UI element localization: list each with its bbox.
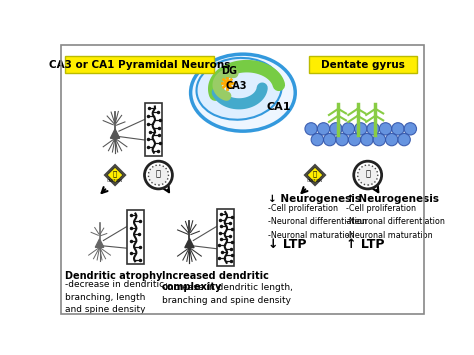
Bar	[218, 209, 235, 266]
Text: Dentate gyrus: Dentate gyrus	[321, 60, 405, 70]
Circle shape	[358, 165, 378, 185]
Text: 🐀: 🐀	[313, 170, 317, 177]
Circle shape	[342, 123, 355, 135]
Circle shape	[348, 133, 361, 146]
Bar	[145, 103, 162, 156]
Circle shape	[367, 123, 379, 135]
Polygon shape	[95, 239, 104, 247]
Circle shape	[145, 161, 173, 189]
Text: ↑ Neurogenesis: ↑ Neurogenesis	[346, 193, 439, 203]
Text: 🐀: 🐀	[113, 170, 117, 177]
Bar	[65, 56, 214, 73]
Circle shape	[354, 161, 382, 189]
Circle shape	[148, 165, 168, 185]
Text: Dendritic atrophy: Dendritic atrophy	[65, 271, 163, 280]
Text: 🏃: 🏃	[156, 169, 161, 178]
Circle shape	[311, 133, 324, 146]
Circle shape	[398, 133, 410, 146]
Text: -increase in dendritic length,
branching and spine density: -increase in dendritic length, branching…	[162, 283, 292, 305]
Polygon shape	[305, 165, 325, 185]
Text: -decrease in dendritic
branching, length
and spine density: -decrease in dendritic branching, length…	[65, 280, 164, 315]
Text: 🏃: 🏃	[365, 169, 370, 178]
Circle shape	[324, 133, 336, 146]
Circle shape	[317, 123, 330, 135]
Circle shape	[361, 133, 373, 146]
Circle shape	[385, 133, 398, 146]
Text: CA3 or CA1 Pyramidal Neurons: CA3 or CA1 Pyramidal Neurons	[49, 60, 230, 70]
Text: Increased dendritic
complexity: Increased dendritic complexity	[162, 271, 268, 292]
Polygon shape	[105, 165, 125, 185]
Circle shape	[355, 123, 367, 135]
Polygon shape	[185, 239, 194, 248]
Bar	[309, 56, 417, 73]
Text: ↓ Neurogenesis: ↓ Neurogenesis	[268, 193, 362, 203]
Text: CA3: CA3	[226, 82, 247, 92]
Circle shape	[379, 123, 392, 135]
Circle shape	[373, 133, 385, 146]
Circle shape	[404, 123, 417, 135]
Text: CAUTION: CAUTION	[307, 179, 323, 182]
Text: -Cell proliferation
-Neuronal differentiation
-Neuronal maturation: -Cell proliferation -Neuronal differenti…	[268, 204, 367, 240]
Polygon shape	[110, 129, 119, 138]
Ellipse shape	[191, 54, 295, 131]
Ellipse shape	[197, 58, 282, 120]
Circle shape	[392, 123, 404, 135]
Circle shape	[330, 123, 342, 135]
Text: CA1: CA1	[266, 102, 291, 111]
Circle shape	[305, 123, 317, 135]
Text: CAUTION: CAUTION	[107, 179, 123, 182]
Text: ↑ LTP: ↑ LTP	[346, 238, 384, 251]
Bar	[127, 211, 144, 264]
Text: DG: DG	[221, 66, 237, 76]
Circle shape	[336, 133, 348, 146]
Text: -Cell proliferation
-Neuronal differentiation
-Neuronal maturation: -Cell proliferation -Neuronal differenti…	[346, 204, 445, 240]
Text: ↓ LTP: ↓ LTP	[268, 238, 307, 251]
